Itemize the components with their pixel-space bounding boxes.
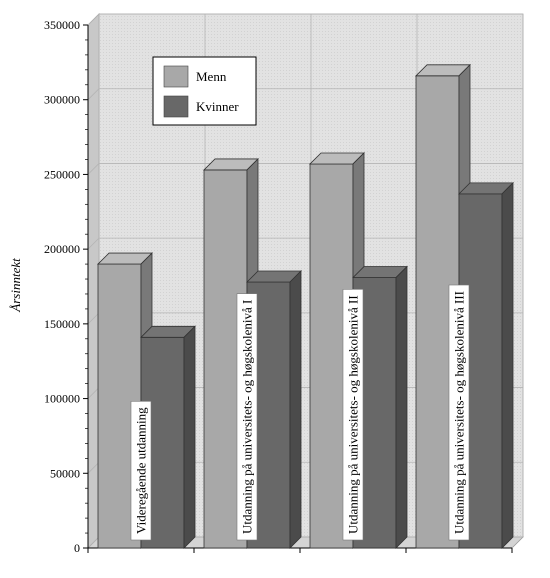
gridline-side — [87, 536, 100, 549]
category-label-box — [236, 293, 258, 541]
legend: Menn Kvinner — [152, 56, 257, 126]
legend-label: Menn — [196, 69, 227, 84]
gridline-side — [87, 13, 100, 26]
y-tick-label: 300000 — [44, 93, 80, 107]
category-label-2: Utdanning på universitets- og høgskoleni… — [236, 293, 258, 541]
y-tick-label: 250000 — [44, 167, 80, 181]
category-label-4: Utdanning på universitets- og høgskoleni… — [448, 284, 470, 541]
legend-label: Kvinner — [196, 99, 239, 114]
category-label-box — [130, 401, 152, 541]
legend-swatch — [163, 65, 189, 88]
category-label-text: Utdanning på universitets- og høgskoleni… — [452, 291, 467, 534]
y-tick-label: 50000 — [50, 466, 80, 480]
gridline-side — [87, 387, 100, 399]
y-tick-label: 150000 — [44, 317, 80, 331]
gridline-side — [87, 88, 100, 100]
y-tick-label: 350000 — [44, 18, 80, 32]
category-label-box — [342, 289, 364, 541]
legend-swatch — [163, 95, 189, 118]
gridline-side — [87, 163, 100, 175]
gridline-side — [87, 462, 100, 474]
category-label-1: Videregående utdanning — [130, 401, 152, 541]
category-label-box — [448, 284, 470, 541]
bar-side — [395, 265, 408, 549]
bar-side — [183, 325, 196, 549]
category-label-text: Utdanning på universitets- og høgskoleni… — [240, 300, 255, 534]
y-tick-label: 0 — [74, 541, 80, 555]
gridline-side — [87, 237, 100, 250]
y-tick-label: 100000 — [44, 392, 80, 406]
category-label-text: Utdanning på universitets- og høgskoleni… — [346, 295, 361, 534]
bar-side — [501, 181, 514, 549]
y-tick-label: 200000 — [44, 242, 80, 256]
category-label-text: Videregående utdanning — [134, 407, 149, 534]
y-axis-label: Årsinntekt — [8, 258, 23, 313]
bar-side — [289, 270, 302, 549]
category-label-3: Utdanning på universitets- og høgskoleni… — [342, 289, 364, 541]
gridline-side — [87, 312, 100, 325]
category-labels: Videregående utdanning Utdanning på unive… — [130, 284, 470, 541]
y-axis: 0 50000 100000 150000 200000 250000 300000 3500… — [44, 18, 513, 555]
